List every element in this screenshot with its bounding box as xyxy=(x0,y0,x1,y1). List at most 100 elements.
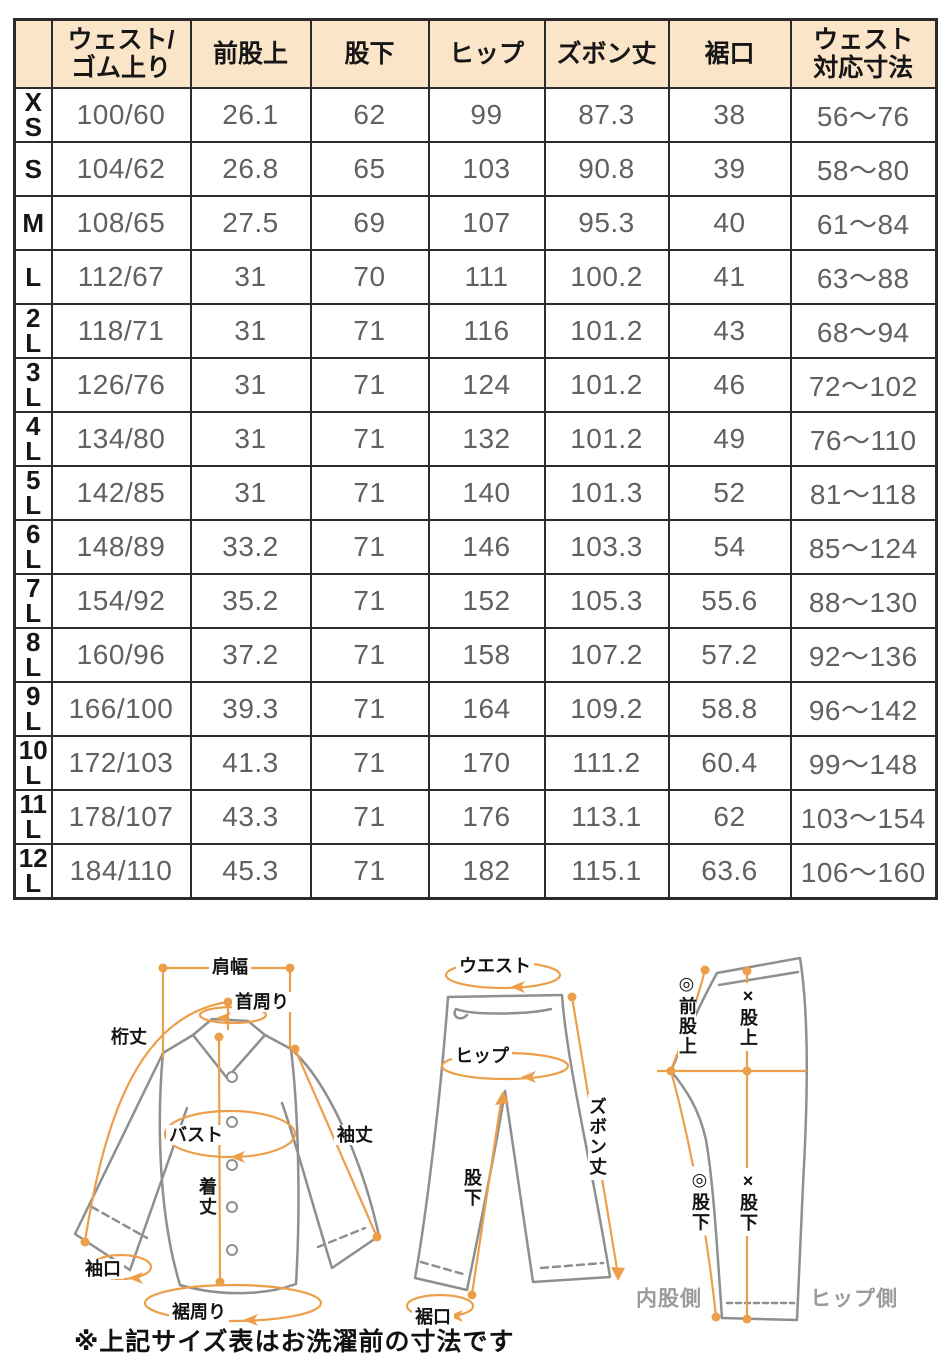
size-value-cell: 31 xyxy=(189,357,312,413)
size-value-cell: 103 xyxy=(427,141,546,197)
size-value-cell: 115.1 xyxy=(543,843,670,900)
size-value-cell: 76〜110 xyxy=(789,411,938,467)
table-row: 10 L 172/103 41.3 71 170 111.2 60.4 99〜148 xyxy=(13,735,938,791)
size-value-cell: 108/65 xyxy=(50,195,192,251)
size-value-cell: 142/85 xyxy=(50,465,192,521)
size-value-cell: 46 xyxy=(667,357,792,413)
size-value-cell: 99〜148 xyxy=(789,735,938,791)
row-size-label: L xyxy=(13,249,53,305)
garment-diagrams-svg xyxy=(73,956,809,1326)
measurement-diagrams: 肩幅 首周り 桁丈 袖丈 バスト 着丈 袖口 裾周り ウエスト ヒップ ズボン丈… xyxy=(0,945,940,1360)
size-chart-header: ウェスト/ ゴム上り 前股上 股下 ヒップ ズボン丈 裾口 ウェスト 対応寸法 xyxy=(13,18,938,89)
size-table-body: X S 100/60 26.1 62 99 87.3 38 56〜76 S 104/62 26.8 6… xyxy=(13,87,938,900)
size-value-cell: 62 xyxy=(667,789,792,845)
column-header-pants-length: ズボン丈 xyxy=(543,18,670,89)
table-row: 8 L 160/96 37.2 71 158 107.2 57.2 92〜136 xyxy=(13,627,938,683)
label-sleeve-reach: 桁丈 xyxy=(108,1027,150,1047)
size-value-cell: 43 xyxy=(667,303,792,359)
size-value-cell: 166/100 xyxy=(50,681,192,737)
size-value-cell: 54 xyxy=(667,519,792,575)
size-value-cell: 68〜94 xyxy=(789,303,938,359)
row-size-label: 7 L xyxy=(13,573,53,629)
size-value-cell: 31 xyxy=(189,465,312,521)
size-value-cell: 100.2 xyxy=(543,249,670,305)
table-row: 5 L 142/85 31 71 140 101.3 52 81〜118 xyxy=(13,465,938,521)
size-value-cell: 69 xyxy=(309,195,430,251)
column-header-hem-opening: 裾口 xyxy=(667,18,792,89)
size-value-cell: 146 xyxy=(427,519,546,575)
size-value-cell: 52 xyxy=(667,465,792,521)
size-value-cell: 63.6 xyxy=(667,843,792,900)
size-value-cell: 71 xyxy=(309,357,430,413)
size-value-cell: 106〜160 xyxy=(789,843,938,900)
size-value-cell: 37.2 xyxy=(189,627,312,683)
size-value-cell: 71 xyxy=(309,627,430,683)
size-value-cell: 71 xyxy=(309,735,430,791)
size-value-cell: 71 xyxy=(309,573,430,629)
size-value-cell: 184/110 xyxy=(50,843,192,900)
row-size-label: 6 L xyxy=(13,519,53,575)
size-value-cell: 31 xyxy=(189,303,312,359)
size-value-cell: 99 xyxy=(427,87,546,143)
size-value-cell: 160/96 xyxy=(50,627,192,683)
label-front-rise: ◎前股上 xyxy=(677,970,697,1060)
size-value-cell: 182 xyxy=(427,843,546,900)
size-value-cell: 88〜130 xyxy=(789,573,938,629)
table-row: 3 L 126/76 31 71 124 101.2 46 72〜102 xyxy=(13,357,938,413)
size-value-cell: 178/107 xyxy=(50,789,192,845)
label-hip: ヒップ xyxy=(452,1046,512,1066)
table-row: X S 100/60 26.1 62 99 87.3 38 56〜76 xyxy=(13,87,938,143)
size-value-cell: 71 xyxy=(309,789,430,845)
row-size-label: 9 L xyxy=(13,681,53,737)
size-value-cell: 90.8 xyxy=(543,141,670,197)
label-inseam-double: ◎股下 xyxy=(690,1166,710,1236)
label-neck-around: 首周り xyxy=(232,992,292,1012)
label-hem-around: 裾周り xyxy=(169,1302,229,1322)
row-size-label: 12 L xyxy=(13,843,53,900)
size-value-cell: 172/103 xyxy=(50,735,192,791)
size-value-cell: 40 xyxy=(667,195,792,251)
table-row: L 112/67 31 70 111 100.2 41 63〜88 xyxy=(13,249,938,305)
size-value-cell: 126/76 xyxy=(50,357,192,413)
size-value-cell: 85〜124 xyxy=(789,519,938,575)
table-row: 9 L 166/100 39.3 71 164 109.2 58.8 96〜142 xyxy=(13,681,938,737)
size-value-cell: 176 xyxy=(427,789,546,845)
size-value-cell: 154/92 xyxy=(50,573,192,629)
size-value-cell: 103.3 xyxy=(543,519,670,575)
label-inseam-front: 股下 xyxy=(462,1165,482,1211)
column-header-waist-range: ウェスト 対応寸法 xyxy=(789,18,938,89)
label-rise: ×股上 xyxy=(738,983,758,1051)
size-value-cell: 71 xyxy=(309,465,430,521)
size-value-cell: 134/80 xyxy=(50,411,192,467)
table-row: 6 L 148/89 33.2 71 146 103.3 54 85〜124 xyxy=(13,519,938,575)
size-value-cell: 45.3 xyxy=(189,843,312,900)
size-value-cell: 31 xyxy=(189,411,312,467)
row-size-label: 5 L xyxy=(13,465,53,521)
size-value-cell: 58〜80 xyxy=(789,141,938,197)
size-value-cell: 95.3 xyxy=(543,195,670,251)
column-header-size xyxy=(13,18,53,89)
column-header-inseam: 股下 xyxy=(309,18,430,89)
column-header-front-rise: 前股上 xyxy=(189,18,312,89)
size-value-cell: 49 xyxy=(667,411,792,467)
table-row: 12 L 184/110 45.3 71 182 115.1 63.6 106〜160 xyxy=(13,843,938,900)
size-value-cell: 87.3 xyxy=(543,87,670,143)
size-value-cell: 111.2 xyxy=(543,735,670,791)
shirt-measurement-lines xyxy=(83,966,379,1323)
size-value-cell: 71 xyxy=(309,681,430,737)
pre-wash-note: ※上記サイズ表はお洗濯前の寸法です xyxy=(74,1328,515,1356)
label-body-length: 着丈 xyxy=(197,1174,217,1220)
row-size-label: 11 L xyxy=(13,789,53,845)
size-value-cell: 39.3 xyxy=(189,681,312,737)
size-value-cell: 112/67 xyxy=(50,249,192,305)
size-value-cell: 124 xyxy=(427,357,546,413)
size-value-cell: 71 xyxy=(309,411,430,467)
size-value-cell: 105.3 xyxy=(543,573,670,629)
size-value-cell: 26.1 xyxy=(189,87,312,143)
column-header-hip: ヒップ xyxy=(427,18,546,89)
size-value-cell: 107 xyxy=(427,195,546,251)
table-row: 2 L 118/71 31 71 116 101.2 43 68〜94 xyxy=(13,303,938,359)
size-value-cell: 111 xyxy=(427,249,546,305)
size-value-cell: 60.4 xyxy=(667,735,792,791)
label-inseam-x: ×股下 xyxy=(738,1168,758,1236)
